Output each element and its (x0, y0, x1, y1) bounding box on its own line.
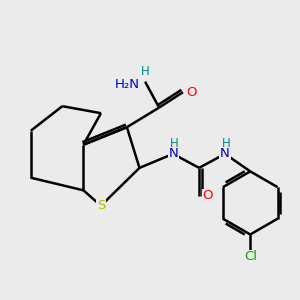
Text: N: N (168, 147, 178, 161)
Text: H: H (141, 65, 149, 78)
Text: H: H (222, 137, 231, 150)
Text: H: H (170, 137, 179, 150)
Text: N: N (220, 147, 230, 161)
Text: O: O (186, 86, 196, 99)
Text: O: O (202, 189, 213, 203)
Text: H₂N: H₂N (115, 78, 140, 91)
Text: S: S (97, 199, 105, 212)
Text: Cl: Cl (244, 250, 257, 263)
